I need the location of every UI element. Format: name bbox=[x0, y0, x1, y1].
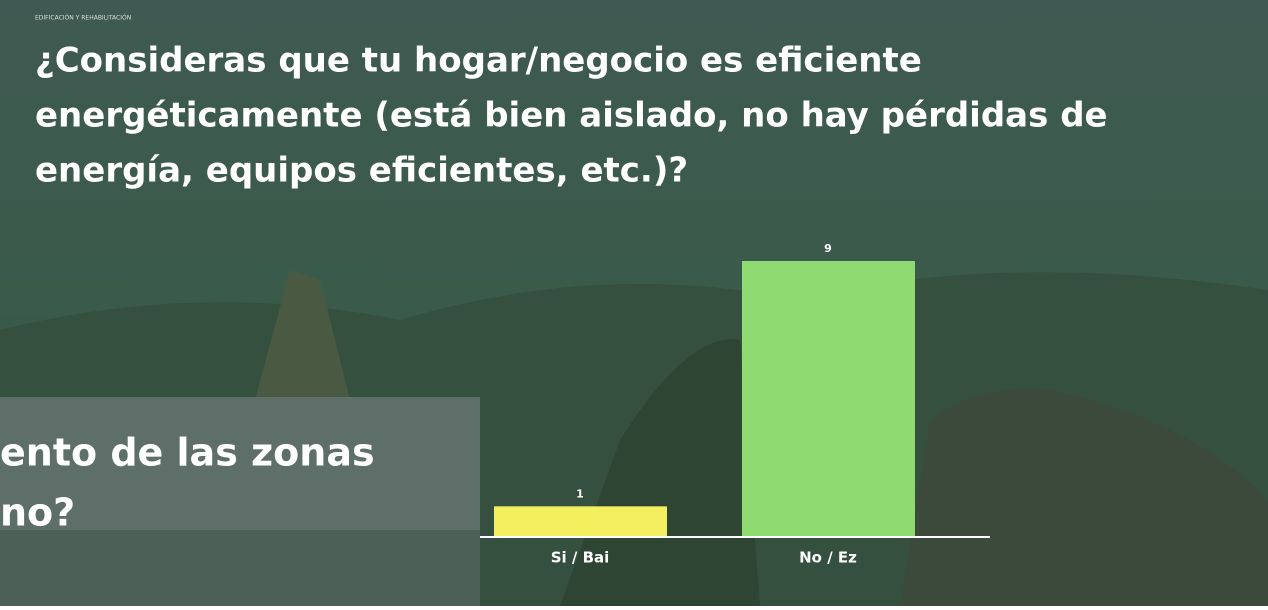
x-tick-label: Si / Bai bbox=[551, 549, 610, 567]
slide-text: ento de las zonas bbox=[0, 431, 375, 475]
title-line: ¿Consideras que tu hogar/negocio es efic… bbox=[35, 41, 922, 81]
x-tick-label: No / Ez bbox=[799, 549, 857, 567]
header: EDIFICACIÓN Y REHABILITACIÓN bbox=[35, 15, 131, 22]
data-label: 1 bbox=[576, 487, 584, 500]
bar bbox=[742, 261, 915, 537]
bar bbox=[494, 506, 667, 537]
title-line: energía, equipos eficientes, etc.)? bbox=[35, 151, 688, 191]
data-label: 9 bbox=[824, 242, 832, 255]
slide: EDIFICACIÓN Y REHABILITACIÓN ¿Consideras… bbox=[0, 0, 1268, 606]
slide-text: no? bbox=[0, 491, 75, 535]
background-slide-shade bbox=[0, 530, 480, 606]
page: EDIFICACIÓN Y REHABILITACIÓN ¿Consideras… bbox=[0, 0, 1268, 606]
title-line: energéticamente (está bien aislado, no h… bbox=[35, 96, 1108, 136]
